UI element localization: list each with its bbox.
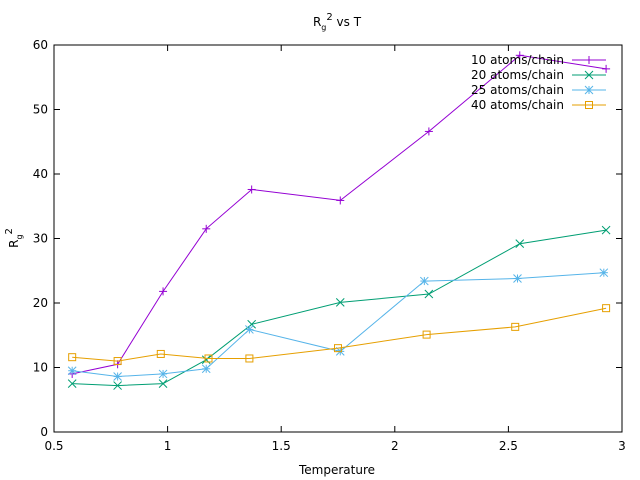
series-2-point (335, 298, 345, 307)
chart-title-rest: vs T (333, 15, 362, 29)
legend-label: 25 atoms/chain (471, 83, 564, 97)
series-3-point (513, 274, 522, 283)
series-3-point (201, 364, 211, 374)
series-3-point (113, 372, 122, 381)
x-tick-label: 0.5 (44, 439, 63, 453)
x-tick-label: 2.5 (499, 439, 518, 453)
chart-title-subscript: g (321, 23, 326, 32)
series-4-point (113, 357, 122, 366)
series-1-point (247, 185, 256, 194)
series-1-point (424, 127, 433, 136)
series-3-point (158, 369, 168, 379)
x-tick-label: 2 (391, 439, 399, 453)
legend-label: 10 atoms/chain (471, 53, 564, 67)
series-2-point (113, 381, 122, 390)
legend-marker (584, 70, 594, 80)
data-series (67, 51, 611, 390)
chart-title: Rg2 vs T (313, 12, 362, 32)
legend-marker (585, 56, 593, 64)
series-2-point (67, 379, 77, 388)
series-4-point (511, 322, 520, 331)
series-1-point (515, 51, 524, 60)
series-4-point (68, 353, 77, 362)
series-3-point (245, 325, 254, 334)
series-2-point (601, 225, 611, 235)
series-2-point (424, 289, 434, 299)
series-4-point (602, 304, 611, 313)
legend-marker (585, 101, 593, 109)
y-axis-label-subscript: g (15, 234, 24, 239)
series-4-point (334, 344, 342, 353)
chart-title-superscript: 2 (326, 12, 332, 23)
series-4-point (245, 354, 254, 363)
y-axis-label: Rg2 (4, 228, 24, 248)
series-1-point (202, 224, 211, 233)
series-3-point (67, 366, 77, 376)
y-tick-label: 20 (33, 296, 48, 310)
y-axis-label-base: R (7, 240, 21, 248)
series-4-line (72, 307, 607, 362)
series-3-point (599, 268, 609, 278)
series-4-point (156, 349, 165, 358)
x-tick-label: 3 (618, 439, 626, 453)
y-tick-label: 50 (33, 103, 48, 117)
x-axis-label: Temperature (298, 463, 375, 477)
chart-title-base: R (313, 15, 321, 29)
series-2-point (201, 355, 211, 365)
series-4 (68, 304, 611, 366)
series-2-point (515, 239, 525, 249)
series-1 (68, 51, 611, 378)
series-4-point (422, 330, 431, 339)
x-tick-label: 1 (164, 439, 172, 453)
series-2 (67, 225, 611, 390)
y-tick-label: 0 (40, 425, 48, 439)
series-2-point (158, 379, 168, 388)
y-axis-label-superscript: 2 (4, 228, 15, 234)
legend-label: 20 atoms/chain (471, 68, 564, 82)
legend-marker (584, 85, 594, 95)
series-1-point (336, 196, 345, 205)
series-4-point (204, 354, 213, 363)
y-tick-label: 10 (33, 361, 48, 375)
x-tick-label: 1.5 (272, 439, 291, 453)
y-tick-label: 40 (33, 167, 48, 181)
y-tick-label: 30 (33, 232, 48, 246)
y-tick-label: 60 (33, 38, 48, 52)
series-3-point (419, 276, 429, 286)
legend-label: 40 atoms/chain (471, 98, 564, 112)
series-1-point (602, 64, 611, 73)
series-1-point (159, 287, 168, 296)
